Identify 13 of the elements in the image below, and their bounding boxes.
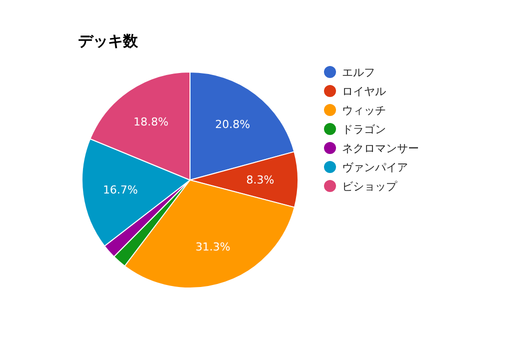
legend-label: エルフ [342, 66, 375, 79]
chart-title: デッキ数 [78, 32, 139, 50]
data-label: 8.3% [246, 174, 274, 187]
data-label: 31.3% [195, 240, 230, 254]
legend-label: ネクロマンサー [342, 142, 419, 155]
legend-label: ヴァンパイア [342, 161, 408, 174]
data-label: 20.8% [215, 118, 250, 132]
legend-label: ビショップ [342, 180, 398, 193]
legend-label: ウィッチ [342, 104, 386, 117]
data-label: 18.8% [133, 116, 168, 129]
legend-label: ロイヤル [342, 85, 386, 98]
data-label: 16.7% [102, 183, 138, 196]
legend-label: ドラゴン [342, 123, 386, 136]
